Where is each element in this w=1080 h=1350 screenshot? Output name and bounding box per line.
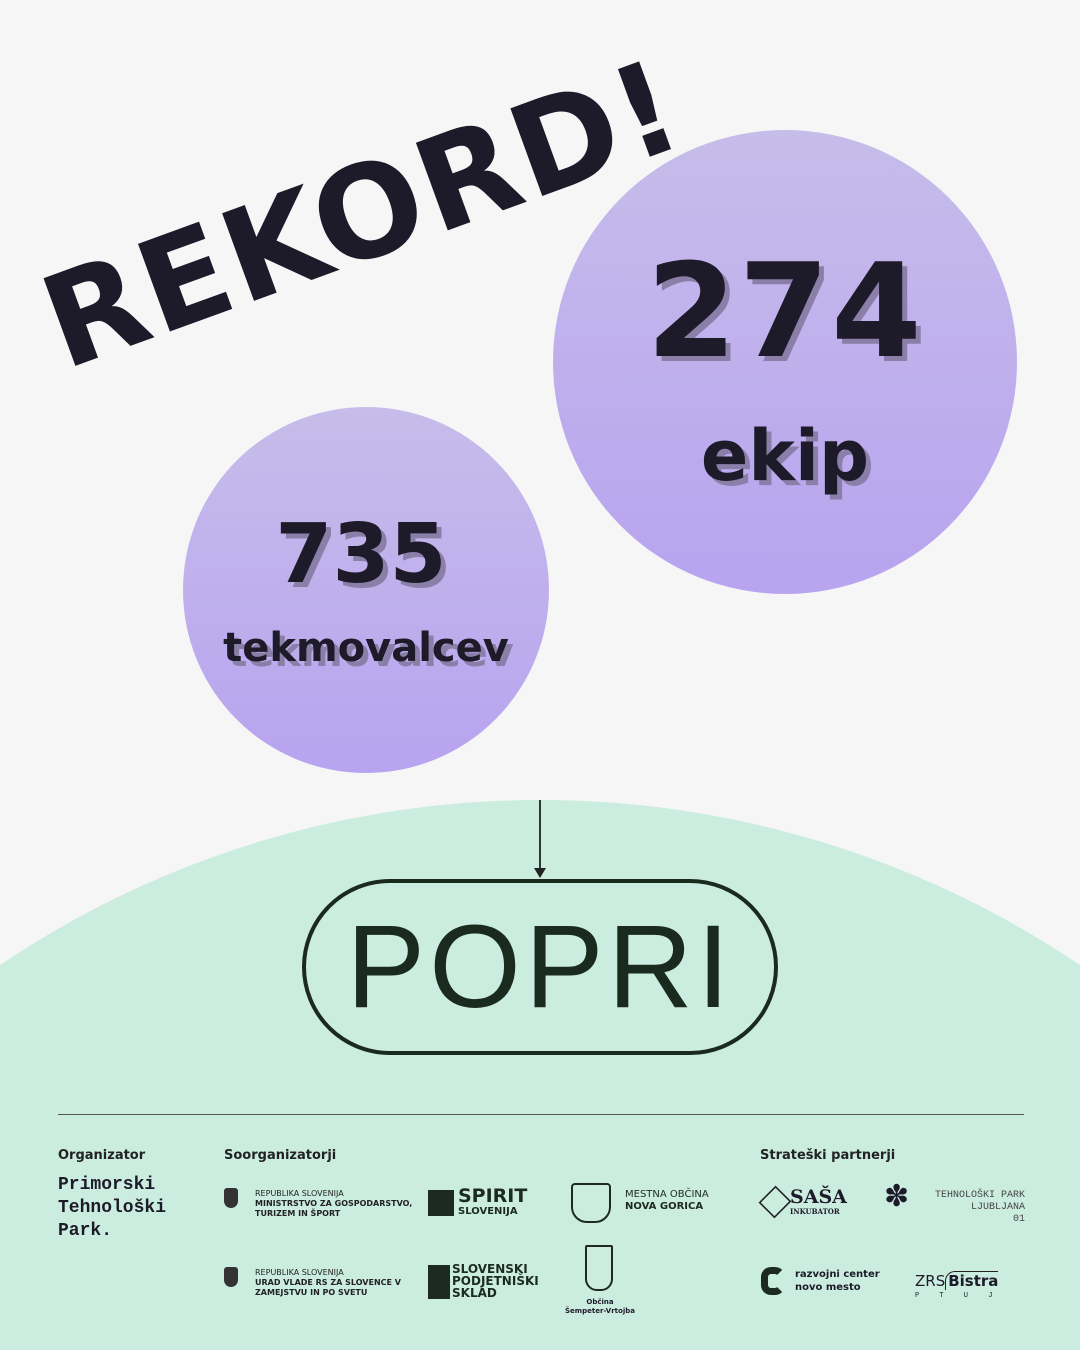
organizer-line: Primorski (58, 1175, 156, 1195)
coorganizer-sps: SLOVENSKI PODJETNIŠKI SKLAD (452, 1262, 539, 1300)
stat-label: ekip (700, 415, 870, 497)
green-arc-shape (0, 799, 1080, 1350)
spirit-icon (428, 1190, 454, 1216)
stat-circle-teams: 274 ekip (553, 130, 1017, 594)
coorganizer-urad: REPUBLIKA SLOVENIJA URAD VLADE RS ZA SLOV… (255, 1268, 401, 1297)
coorganizer-ministry: REPUBLIKA SLOVENIJA MINISTRSTVO ZA GOSPOD… (255, 1189, 413, 1218)
popri-logo: POPRI (346, 901, 734, 1033)
arrow-down-icon (534, 868, 546, 878)
sempeter-crest-icon (585, 1245, 613, 1291)
coorganizer-sempeter: Občina Šempeter-Vrtojba (565, 1298, 635, 1315)
partner-tp-ljubljana: TEHNOLOŠKI PARK LJUBLJANA 01 (934, 1190, 1025, 1225)
partner-sasa: SAŠA INKUBATOR (790, 1186, 847, 1217)
partner-razvojni-center: razvojni center novo mesto (795, 1269, 880, 1293)
stat-circle-competitors: 735 tekmovalcev (183, 407, 549, 773)
organizer-heading: Organizator (58, 1148, 146, 1163)
organizer-line: Park. (58, 1221, 113, 1241)
partners-heading: Strateški partnerji (760, 1148, 896, 1163)
partner-zrs-bistra: ZRS Bistra P T U J (915, 1271, 1001, 1300)
stat-value: 735 (275, 507, 447, 602)
coorganizers-heading: Soorganizatorji (224, 1148, 337, 1163)
rc-icon (761, 1267, 785, 1295)
coorganizer-spirit: SPIRIT SLOVENIJA (458, 1185, 528, 1218)
organizer-line: Tehnološki (58, 1198, 167, 1218)
coat-of-arms-icon (224, 1267, 238, 1287)
stat-value: 274 (646, 235, 924, 387)
organizer-logo: Primorski Tehnološki Park. (58, 1174, 166, 1243)
divider (58, 1114, 1024, 1115)
coat-of-arms-icon (224, 1188, 238, 1208)
nova-gorica-crest-icon (571, 1183, 611, 1223)
stat-label: tekmovalcev (223, 625, 509, 671)
arrow-line (539, 800, 541, 870)
flower-icon: ✽ (884, 1179, 910, 1214)
popri-logo-frame (302, 879, 778, 1055)
checkmark-icon (428, 1265, 450, 1299)
coorganizer-nova-gorica: MESTNA OBČINA NOVA GORICA (625, 1189, 709, 1212)
